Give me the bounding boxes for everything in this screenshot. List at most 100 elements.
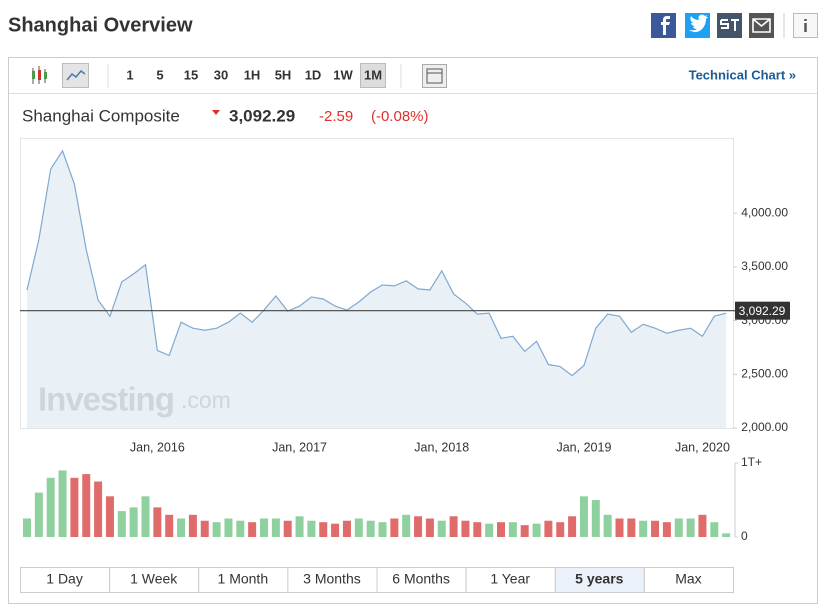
volume-bar [591, 500, 600, 537]
range-label[interactable]: 6 Months [392, 571, 450, 587]
range-label[interactable]: 1 Day [46, 571, 83, 587]
volume-bar [331, 523, 340, 537]
last-price-tag [735, 301, 790, 320]
volume-bar [354, 518, 363, 537]
volume-bar [165, 514, 174, 537]
interval-button[interactable]: 5H [275, 67, 292, 82]
line-glyph [66, 69, 86, 81]
mail-glyph [752, 18, 771, 33]
volume-bar [58, 470, 67, 537]
interval-button[interactable]: 1 [126, 67, 133, 82]
facebook-glyph [661, 16, 670, 35]
volume-bar [94, 481, 103, 537]
stocktwits-icon[interactable] [717, 13, 742, 38]
volume-bar [627, 518, 636, 537]
volume-bar [129, 507, 138, 537]
instrument-name: Shanghai Composite [22, 106, 180, 125]
volume-bar [579, 496, 588, 537]
volume-bar [710, 522, 719, 537]
volume-bar [248, 522, 257, 537]
range-label[interactable]: 1 Month [218, 571, 269, 587]
range-button[interactable] [287, 567, 378, 593]
price-change-percent: (-0.08%) [371, 108, 429, 125]
interval-button[interactable]: 30 [214, 67, 228, 82]
last-price: 3,092.29 [229, 106, 295, 125]
volume-bar [390, 518, 399, 537]
x-tick-label: Jan, 2018 [414, 440, 469, 454]
y-tick-label: 4,000.00 [741, 205, 788, 219]
volume-tick-label: 1T+ [741, 455, 762, 469]
down-arrow [212, 110, 220, 115]
volume-bar [188, 514, 197, 537]
volume-bar [532, 523, 541, 537]
range-button[interactable] [376, 567, 467, 593]
range-button[interactable] [465, 567, 556, 593]
volume-bar [674, 518, 683, 537]
page-title: Shanghai Overview [8, 14, 193, 36]
volume-bar [461, 520, 470, 537]
last-price-label: 3,092.29 [739, 304, 786, 318]
range-label[interactable]: 3 Months [303, 571, 361, 587]
x-tick-label: Jan, 2017 [272, 440, 327, 454]
range-button[interactable] [20, 567, 111, 593]
range-button[interactable] [198, 567, 289, 593]
interval-button[interactable]: 1D [305, 67, 322, 82]
range-button[interactable] [109, 567, 200, 593]
twitter-glyph [689, 14, 708, 33]
volume-bar [307, 520, 316, 537]
volume-bar [117, 511, 126, 537]
interval-button[interactable]: 1M [364, 67, 382, 82]
volume-bar [236, 520, 245, 537]
candle-glyph [38, 70, 41, 80]
line-button[interactable] [62, 63, 89, 88]
volume-bar [662, 522, 671, 537]
range-label[interactable]: Max [675, 571, 701, 587]
volume-bar [698, 514, 707, 537]
volume-bar [200, 520, 209, 537]
range-label[interactable]: 5 years [575, 571, 623, 587]
volume-tick-label: 0 [741, 529, 748, 543]
volume-bar [568, 516, 577, 537]
volume-bar [603, 514, 612, 537]
volume-bar [46, 477, 55, 537]
y-tick-label: 2,000.00 [741, 420, 788, 434]
volume-bar [153, 507, 162, 537]
volume-bar [271, 518, 280, 537]
volume-bar [342, 520, 351, 537]
volume-bar [402, 514, 411, 537]
volume-bar [437, 520, 446, 537]
chart-type-buttons [27, 63, 447, 88]
volume-bar [651, 520, 660, 537]
interval-button[interactable]: 1H [244, 67, 261, 82]
volume-bar [615, 518, 624, 537]
volume-bar [556, 522, 565, 537]
volume-bar [283, 520, 292, 537]
interval-button[interactable]: 1W [333, 67, 353, 82]
share-icons [651, 13, 818, 38]
volume-bar [378, 522, 387, 537]
volume-bar [23, 518, 31, 537]
y-tick-label: 3,500.00 [741, 259, 788, 273]
range-label[interactable]: 1 Week [130, 571, 178, 587]
volume-bar [177, 518, 186, 537]
table-button[interactable] [422, 64, 447, 88]
volume-bar [295, 516, 304, 537]
range-label[interactable]: 1 Year [490, 571, 530, 587]
price-line [26, 149, 727, 377]
volume-bar [449, 516, 458, 537]
stocktwits-glyph [720, 19, 739, 31]
volume-bar [212, 522, 221, 537]
interval-button[interactable]: 5 [156, 67, 163, 82]
interval-button[interactable]: 15 [184, 67, 198, 82]
x-tick-label: Jan, 2020 [675, 440, 730, 454]
range-button[interactable] [643, 567, 734, 593]
volume-bar [82, 474, 91, 537]
technical-chart-link[interactable]: Technical Chart » [689, 67, 796, 82]
volume-bar [425, 518, 434, 537]
volume-bar [544, 520, 553, 537]
table-glyph [426, 68, 443, 84]
volume-bar [414, 516, 423, 537]
volume-bar [639, 520, 648, 537]
volume-bar [473, 522, 482, 537]
price-change: -2.59 [319, 108, 353, 125]
